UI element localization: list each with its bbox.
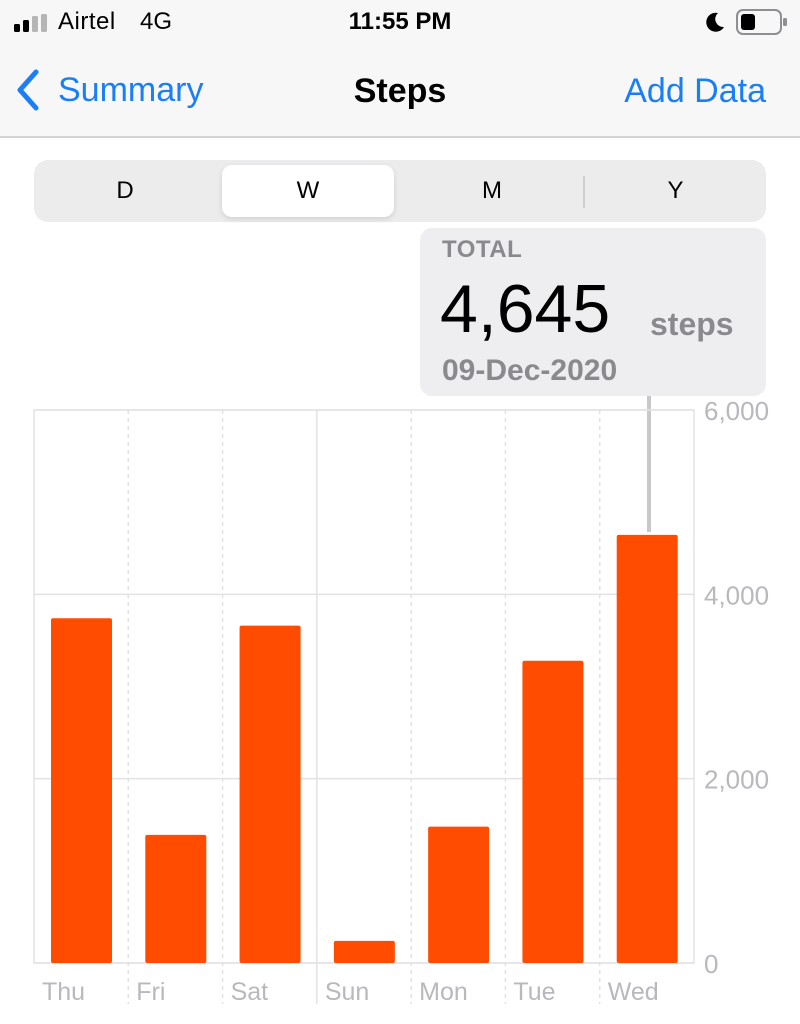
network-type: 4G bbox=[140, 8, 173, 35]
time-range-selector: D W M Y bbox=[34, 160, 766, 222]
x-tick-label: Tue bbox=[513, 978, 555, 1006]
y-tick-label: 2,000 bbox=[704, 765, 769, 795]
summary-label: TOTAL bbox=[442, 236, 523, 263]
summary-value: 4,645 bbox=[440, 271, 611, 347]
x-tick-label: Wed bbox=[608, 978, 659, 1006]
page-title: Steps bbox=[353, 72, 447, 110]
x-tick-label: Fri bbox=[136, 978, 165, 1006]
bar-thu bbox=[51, 618, 112, 963]
add-data-button[interactable]: Add Data bbox=[624, 72, 766, 110]
selection-indicator-line bbox=[647, 396, 651, 532]
signal-icon bbox=[14, 14, 47, 32]
status-bar: Airtel 4G 11:55 PM bbox=[0, 0, 800, 44]
x-tick-label: Thu bbox=[42, 978, 85, 1006]
moon-icon bbox=[706, 12, 724, 32]
y-tick-label: 4,000 bbox=[704, 580, 769, 610]
steps-chart[interactable]: 6,000 4,000 2,000 0 Thu Fri Sat Sun Mon Tue Wed bbox=[0, 400, 800, 1024]
segment-divider bbox=[583, 176, 585, 208]
bar-sat bbox=[239, 625, 301, 963]
chevron-left-icon bbox=[17, 69, 39, 111]
segment-day[interactable]: D bbox=[116, 177, 134, 204]
back-button[interactable]: Summary bbox=[14, 68, 203, 112]
x-tick-label: Mon bbox=[419, 978, 468, 1006]
bar-tue bbox=[522, 660, 584, 963]
segment-month[interactable]: M bbox=[482, 177, 502, 204]
chart-frame bbox=[33, 409, 695, 964]
battery-icon bbox=[736, 9, 787, 35]
segment-week[interactable]: W bbox=[222, 165, 394, 217]
carrier-name: Airtel bbox=[58, 8, 116, 35]
bar-mon bbox=[428, 826, 490, 963]
navigation-bar: Summary Steps Add Data bbox=[0, 44, 800, 138]
back-label: Summary bbox=[58, 70, 204, 109]
x-tick-label: Sat bbox=[231, 978, 269, 1006]
selection-summary: TOTAL 4,645 steps 09-Dec-2020 bbox=[420, 228, 766, 396]
clock: 11:55 PM bbox=[348, 8, 452, 35]
summary-unit: steps bbox=[650, 306, 734, 342]
summary-date: 09-Dec-2020 bbox=[442, 354, 618, 387]
bar-fri bbox=[145, 834, 207, 963]
y-tick-label: 6,000 bbox=[704, 400, 769, 426]
y-tick-label: 0 bbox=[704, 949, 718, 979]
chart-canvas: 6,000 4,000 2,000 0 Thu Fri Sat Sun Mon Tue Wed bbox=[33, 400, 769, 1006]
segment-year[interactable]: Y bbox=[667, 177, 684, 204]
bar-sun bbox=[333, 940, 395, 963]
x-tick-label: Sun bbox=[325, 978, 369, 1006]
bar-wed bbox=[616, 534, 678, 963]
